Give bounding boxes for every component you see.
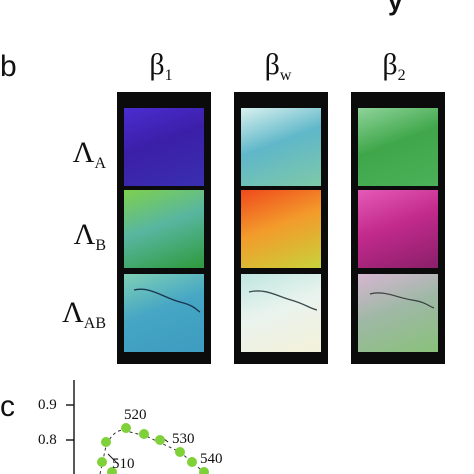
locus-point	[155, 435, 165, 445]
wavelength-label-530: 530	[172, 431, 195, 447]
locus-point	[97, 457, 107, 467]
locus-point	[175, 447, 185, 457]
chromaticity-diagram	[66, 380, 209, 474]
locus-point	[107, 467, 117, 474]
wavelength-label-520: 520	[124, 407, 147, 423]
swatch-lambda-a-beta-1	[124, 108, 204, 186]
column-header-beta-1: β1	[149, 48, 173, 84]
spectral-locus-curve	[99, 429, 207, 474]
spectral-locus-points	[97, 423, 209, 474]
swatch-lambda-b-beta-2	[358, 190, 438, 268]
leader-line-510	[107, 453, 119, 465]
swatch-lambda-ab-beta-1	[124, 274, 204, 352]
y-tick-label-0-9: 0.9	[38, 397, 57, 413]
row-header-lambda-b: ΛB	[73, 218, 106, 254]
panel-c-label: c	[0, 390, 15, 423]
locus-point	[101, 437, 111, 447]
top-cropped-text: y	[388, 0, 404, 16]
column-header-beta-2: β2	[382, 48, 406, 84]
wavelength-label-510: 510	[112, 456, 135, 472]
swatch-lambda-a-beta-2	[358, 108, 438, 186]
swatch-lambda-ab-beta-w	[241, 274, 321, 352]
row-header-lambda-a: ΛA	[72, 136, 106, 172]
swatch-lambda-b-beta-1	[124, 190, 204, 268]
row-header-lambda-ab: ΛAB	[62, 296, 106, 332]
swatch-lambda-a-beta-w	[241, 108, 321, 186]
crack-line	[133, 288, 201, 313]
wavelength-label-540: 540	[200, 451, 223, 467]
column-header-beta-w: βw	[264, 48, 292, 84]
locus-point	[139, 429, 149, 439]
swatch-lambda-ab-beta-2	[358, 274, 438, 352]
locus-point	[187, 457, 197, 467]
locus-point	[199, 467, 209, 474]
locus-point	[121, 423, 131, 433]
crack-line	[369, 292, 435, 309]
crack-line	[248, 290, 318, 311]
swatch-lambda-b-beta-w	[241, 190, 321, 268]
y-tick-label-0-8: 0.8	[38, 432, 57, 448]
panel-b-label: b	[0, 50, 17, 83]
